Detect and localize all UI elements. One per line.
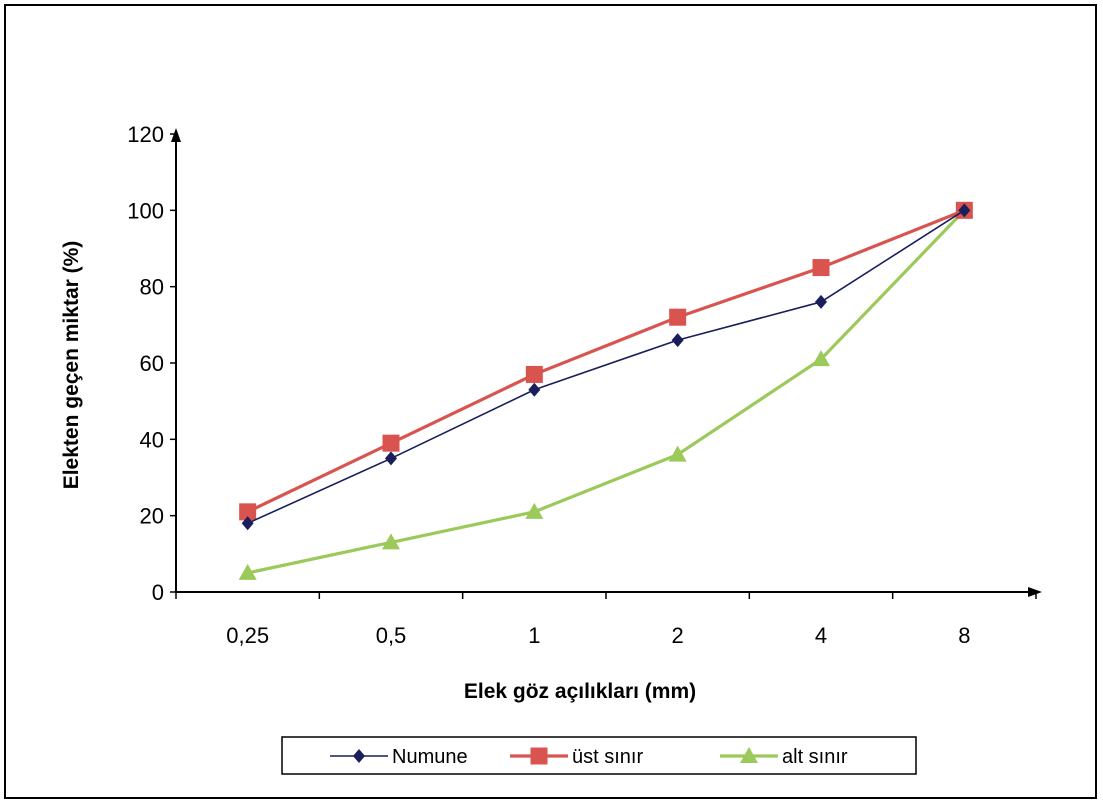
- y-ticks: 0 20 40 60 80 100 120: [127, 122, 176, 605]
- x-ticks: 0,25 0,5 1 2 4 8: [175, 592, 1037, 648]
- data-point: [669, 308, 687, 326]
- legend-label: Numune: [392, 746, 468, 768]
- data-point: [525, 365, 543, 383]
- data-point: [815, 294, 827, 309]
- y-axis-arrow: [171, 128, 181, 142]
- legend-label: alt sınır: [782, 746, 848, 768]
- legend-swatch-marker: [353, 749, 365, 763]
- y-tick-label: 80: [140, 275, 164, 300]
- data-point: [385, 451, 397, 466]
- y-axis-title: Elekten geçen miktar (%): [60, 241, 83, 490]
- data-point: [812, 350, 830, 367]
- data-point: [958, 203, 971, 218]
- data-point: [668, 445, 687, 462]
- y-tick-label: 120: [127, 122, 164, 147]
- legend-swatch-marker: [740, 747, 758, 763]
- series-2: [239, 201, 973, 521]
- series-line: [246, 208, 965, 514]
- data-point: [525, 502, 544, 519]
- y-tick-label: 20: [140, 504, 164, 529]
- y-tick-label: 40: [140, 427, 164, 452]
- x-tick-label: 0,25: [226, 623, 269, 648]
- y-tick-label: 0: [152, 580, 164, 605]
- data-point: [812, 259, 830, 277]
- x-tick-label: 2: [672, 623, 684, 648]
- y-tick-label: 100: [127, 198, 164, 223]
- y-tick-label: 60: [140, 351, 164, 376]
- series-layer: [238, 201, 974, 580]
- data-point: [241, 516, 254, 531]
- x-axis-arrow: [1028, 587, 1042, 597]
- series-line: [247, 209, 966, 575]
- series-1: [241, 203, 971, 531]
- data-point: [671, 333, 684, 348]
- data-point: [382, 533, 400, 550]
- x-tick-label: 1: [528, 623, 540, 648]
- data-point: [382, 434, 400, 452]
- data-point: [238, 563, 257, 580]
- axes: [171, 128, 1042, 597]
- legend: Numune üst sınır alt sınır: [281, 736, 917, 775]
- x-tick-label: 0,5: [376, 623, 407, 648]
- legend-swatch-marker: [530, 747, 548, 765]
- series-line: [247, 209, 965, 525]
- chart-frame: [4, 4, 1097, 799]
- x-tick-label: 8: [958, 623, 970, 648]
- x-axis-title: Elek göz açılıkları (mm): [464, 680, 696, 703]
- x-tick-label: 4: [815, 623, 827, 648]
- series-3: [238, 201, 974, 580]
- data-point: [528, 382, 541, 397]
- legend-label: üst sınır: [572, 746, 643, 768]
